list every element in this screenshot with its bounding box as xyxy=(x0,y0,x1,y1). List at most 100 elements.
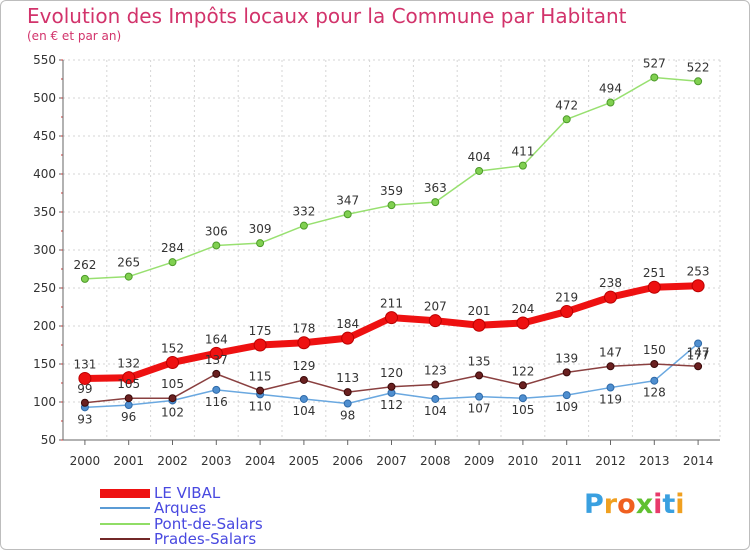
data-label-pont-de-salars: 332 xyxy=(292,205,315,219)
data-label-pont-de-salars: 472 xyxy=(555,98,578,112)
x-tick-label: 2013 xyxy=(639,454,670,468)
x-tick-label: 2001 xyxy=(113,454,144,468)
data-label-le-vibal: 238 xyxy=(599,276,622,290)
data-point-le-vibal xyxy=(428,314,442,328)
data-point-le-vibal xyxy=(560,305,574,319)
chart-subtitle: (en € et par an) xyxy=(27,29,122,43)
data-point-prades-salars xyxy=(518,381,527,390)
data-point-pont-de-salars xyxy=(694,77,703,86)
data-point-arques xyxy=(212,385,221,394)
logo-letter: P xyxy=(584,489,604,520)
legend-item-le-vibal: LE VIBAL xyxy=(100,485,220,501)
data-label-prades-salars: 105 xyxy=(161,377,184,391)
logo-letter: x xyxy=(635,489,654,520)
data-point-prades-salars xyxy=(475,371,484,380)
data-label-pont-de-salars: 411 xyxy=(511,145,534,159)
data-label-arques: 107 xyxy=(468,402,491,416)
data-point-prades-salars xyxy=(299,375,308,384)
legend-swatch-le-vibal xyxy=(100,488,150,498)
data-label-le-vibal: 201 xyxy=(468,304,491,318)
data-point-pont-de-salars xyxy=(168,258,177,267)
chart-title: Evolution des Impôts locaux pour la Comm… xyxy=(27,4,627,28)
data-point-pont-de-salars xyxy=(431,198,440,207)
data-label-prades-salars: 122 xyxy=(511,364,534,378)
data-label-prades-salars: 135 xyxy=(468,354,491,368)
y-tick-label: 150 xyxy=(33,357,56,371)
data-label-pont-de-salars: 309 xyxy=(249,222,272,236)
data-point-prades-salars xyxy=(212,369,221,378)
data-label-prades-salars: 129 xyxy=(292,359,315,373)
data-point-pont-de-salars xyxy=(475,166,484,175)
data-point-prades-salars xyxy=(694,362,703,371)
data-label-arques: 110 xyxy=(249,399,272,413)
data-point-le-vibal xyxy=(297,336,311,350)
data-point-arques xyxy=(518,394,527,403)
data-point-le-vibal xyxy=(122,371,136,385)
axes: 50 100 150 200 250 300 350 400 450 500 550 2000 2001… xyxy=(33,53,720,468)
data-label-arques: 93 xyxy=(77,412,92,426)
legend-item-pont-de-salars: Pont-de-Salars xyxy=(100,516,263,532)
y-tick-label: 250 xyxy=(33,281,56,295)
plot-area xyxy=(63,60,720,440)
data-point-prades-salars xyxy=(562,368,571,377)
data-point-pont-de-salars xyxy=(80,274,89,283)
data-label-le-vibal: 164 xyxy=(205,332,228,346)
y-tick-label: 50 xyxy=(41,433,56,447)
data-label-pont-de-salars: 522 xyxy=(687,60,710,74)
legend-label-arques: Arques xyxy=(154,499,207,517)
data-point-le-vibal xyxy=(166,355,179,369)
data-label-le-vibal: 175 xyxy=(249,324,272,338)
y-tick-label: 300 xyxy=(33,243,56,257)
logo-letter: t xyxy=(662,489,676,520)
data-label-prades-salars: 139 xyxy=(555,351,578,365)
data-point-le-vibal xyxy=(209,346,223,360)
data-point-arques xyxy=(431,394,440,403)
legend-swatch-pont-de-salars xyxy=(100,523,150,525)
data-label-arques: 96 xyxy=(121,410,136,424)
data-label-pont-de-salars: 404 xyxy=(468,150,491,164)
logo-letter: i xyxy=(675,489,685,520)
data-point-pont-de-salars xyxy=(299,221,308,230)
data-label-arques: 119 xyxy=(599,393,622,407)
data-point-pont-de-salars xyxy=(124,272,133,281)
x-tick-label: 2014 xyxy=(683,454,714,468)
data-label-pont-de-salars: 347 xyxy=(336,193,359,207)
y-tick-label: 100 xyxy=(33,395,56,409)
data-label-prades-salars: 105 xyxy=(117,377,140,391)
x-tick-label: 2005 xyxy=(289,454,320,468)
data-point-pont-de-salars xyxy=(387,201,396,210)
x-tick-label: 2006 xyxy=(332,454,363,468)
legend-label-prades-salars: Prades-Salars xyxy=(154,530,257,548)
logo-letter: r xyxy=(603,489,618,520)
data-point-le-vibal xyxy=(647,280,661,294)
data-label-pont-de-salars: 359 xyxy=(380,184,403,198)
data-point-pont-de-salars xyxy=(518,161,527,170)
data-label-pont-de-salars: 284 xyxy=(161,241,184,255)
data-label-prades-salars: 147 xyxy=(599,345,622,359)
data-labels: 262 265 284 306 309 332 347 359 363 404 411 472 494 5… xyxy=(73,56,709,426)
data-point-prades-salars xyxy=(256,386,265,395)
data-point-le-vibal xyxy=(253,338,267,352)
series-le-vibal xyxy=(78,279,705,385)
data-label-le-vibal: 219 xyxy=(555,291,578,305)
data-point-prades-salars xyxy=(343,388,352,397)
data-point-pont-de-salars xyxy=(343,210,352,219)
data-label-le-vibal: 132 xyxy=(117,357,140,371)
data-point-le-vibal xyxy=(691,279,705,293)
data-label-prades-salars: 99 xyxy=(77,382,92,396)
data-label-le-vibal: 253 xyxy=(687,265,710,279)
data-label-pont-de-salars: 494 xyxy=(599,82,622,96)
data-point-le-vibal xyxy=(78,371,92,385)
proxiti-logo: Proxiti xyxy=(584,489,685,520)
data-point-le-vibal xyxy=(604,290,617,304)
data-label-le-vibal: 184 xyxy=(336,317,359,331)
data-point-le-vibal xyxy=(341,331,355,345)
data-point-prades-salars xyxy=(80,398,89,407)
data-label-pont-de-salars: 265 xyxy=(117,256,140,270)
data-point-le-vibal xyxy=(516,316,530,330)
data-point-prades-salars xyxy=(431,380,440,389)
data-label-le-vibal: 211 xyxy=(380,297,403,311)
data-point-pont-de-salars xyxy=(606,98,615,107)
data-label-le-vibal: 131 xyxy=(73,357,96,371)
